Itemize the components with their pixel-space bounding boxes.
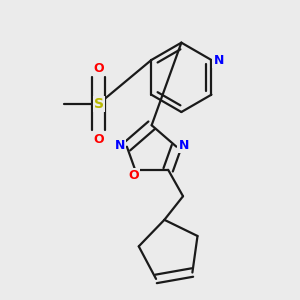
Text: O: O — [128, 169, 139, 182]
Text: N: N — [114, 139, 125, 152]
Text: N: N — [214, 53, 224, 67]
Text: O: O — [94, 133, 104, 146]
Text: N: N — [178, 139, 189, 152]
Text: S: S — [94, 97, 104, 111]
Text: O: O — [94, 61, 104, 75]
